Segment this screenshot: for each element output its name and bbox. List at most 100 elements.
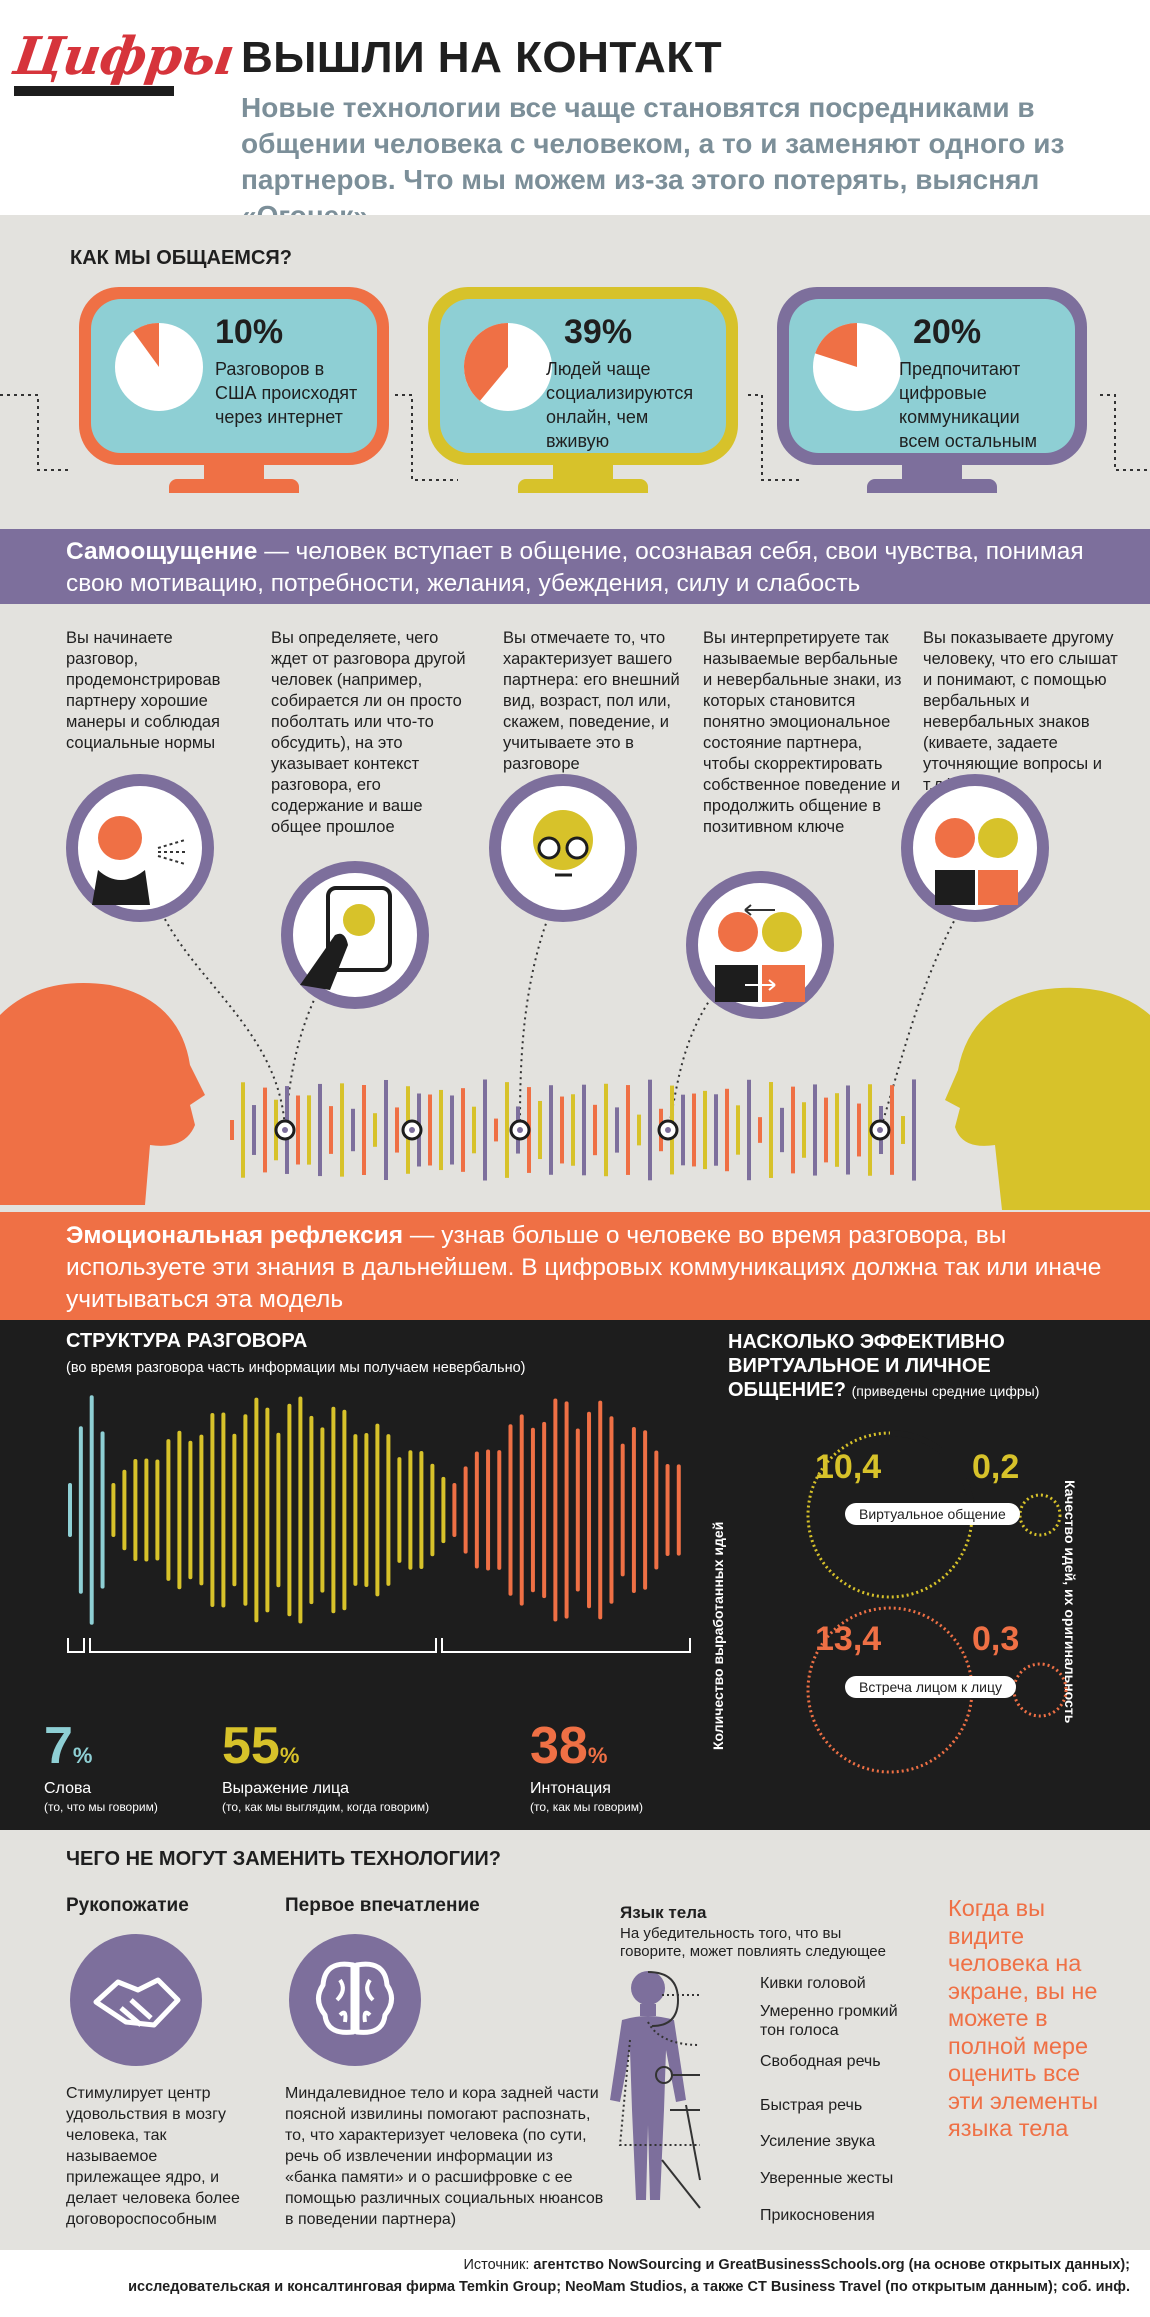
- page-title: ВЫШЛИ НА КОНТАКТ: [241, 33, 723, 82]
- self-text: Самоощущение — человек вступает в общени…: [66, 536, 1126, 600]
- structure-bar: [598, 1400, 603, 1620]
- wave-bar: [780, 1107, 784, 1153]
- structure-bar: [665, 1463, 670, 1557]
- wave-bar: [505, 1082, 509, 1178]
- quote: Когда вы видите человека на экране, вы н…: [948, 1895, 1099, 2141]
- virtual-quality: 0,2: [972, 1448, 1020, 1486]
- structure-bar: [452, 1483, 457, 1537]
- structure-bar: [497, 1450, 502, 1570]
- step-4: Вы интерпретируете так называемые вербал…: [703, 629, 902, 836]
- source-line-2: исследовательская и консалтинговая фирма…: [0, 2276, 1130, 2298]
- reflex-desc: — узнав больше о человеке во время разго…: [66, 1222, 1102, 1313]
- wave-bar: [791, 1086, 795, 1174]
- part-words-value: 7: [44, 1717, 73, 1775]
- handshake-text: Стимулирует центр удовольствия в мозгу ч…: [66, 2085, 240, 2228]
- structure-bar: [155, 1459, 160, 1561]
- wave-bar: [725, 1088, 729, 1172]
- structure-bar: [287, 1403, 292, 1617]
- wave-bar: [901, 1116, 905, 1144]
- body-sub: На убедительность того, что вы говорите,…: [620, 1925, 886, 1960]
- body-item-5: Усиление звука: [760, 2133, 876, 2150]
- part-words-label: Слова: [44, 1780, 92, 1797]
- body-title: Язык тела: [620, 1903, 707, 1922]
- wave-bar: [835, 1093, 839, 1167]
- wave-bar: [703, 1090, 707, 1170]
- tv-3-text: Предпочитают цифровые коммуникации всем …: [899, 359, 1037, 451]
- reflex-band: [0, 1212, 1150, 1320]
- structure-bar: [342, 1409, 347, 1611]
- tv-2-text: Людей чаще социализируются онлайн, чем в…: [546, 359, 694, 451]
- structure-bar: [188, 1440, 193, 1580]
- part-face-unit: %: [279, 1743, 300, 1768]
- wave-bar: [637, 1114, 641, 1146]
- part-tone-label: Интонация: [530, 1780, 611, 1797]
- structure-bar: [210, 1413, 215, 1607]
- structure-bar: [486, 1449, 491, 1571]
- body-list: Кивки головой Умеренно громкий тон голос…: [760, 1974, 930, 2224]
- part-words-note: (то, что мы говорим): [44, 1800, 158, 1814]
- brain-icon: [289, 1934, 421, 2066]
- structure-bar: [530, 1427, 535, 1593]
- wave-bar: [736, 1105, 740, 1155]
- tv-3-value: 20%: [913, 313, 982, 351]
- body-item-2: Умеренно громкий тон голоса: [760, 2003, 898, 2039]
- structure-bar: [254, 1397, 259, 1623]
- structure-bar: [575, 1428, 580, 1592]
- cannot-heading: ЧЕГО НЕ МОГУТ ЗАМЕНИТЬ ТЕХНОЛОГИИ?: [66, 1848, 501, 1870]
- wave-bar: [692, 1093, 696, 1167]
- reflex-text: Эмоциональная рефлексия — узнав больше о…: [66, 1220, 1136, 1316]
- tv-3: 20% Предпочитают цифровые коммуникации в…: [777, 287, 1111, 497]
- structure-bar: [364, 1433, 369, 1587]
- wave-bar: [329, 1106, 333, 1154]
- structure-bar: [320, 1427, 325, 1593]
- wave-bar: [351, 1108, 355, 1152]
- wave-bar: [604, 1083, 608, 1177]
- wave-bar: [318, 1083, 322, 1177]
- person-speaking-icon: [66, 774, 214, 922]
- face-ideas: 13,4: [815, 1620, 882, 1658]
- self-desc: — человек вступает в общение, осознавая …: [66, 538, 1084, 597]
- wave-bar: [857, 1103, 861, 1157]
- logo: Цифры: [10, 26, 238, 102]
- wave-bar: [340, 1083, 344, 1177]
- part-face-note: (то, как мы выглядим, когда говорим): [222, 1800, 430, 1814]
- wave-bar: [560, 1096, 564, 1164]
- wave-bar: [549, 1085, 553, 1175]
- wave-bar: [472, 1106, 476, 1154]
- wave-bar: [230, 1120, 234, 1140]
- wave-bar: [428, 1094, 432, 1166]
- structure-wave: [67, 1395, 691, 1653]
- tv-1: 10% Разговоров в США происходят через ин…: [79, 287, 413, 497]
- structure-bar: [643, 1430, 648, 1590]
- page-lead: Новые технологии все чаще становятся пос…: [241, 92, 1065, 231]
- structure-bar: [298, 1396, 303, 1624]
- wave-bar: [681, 1094, 685, 1166]
- structure-bar: [177, 1430, 182, 1590]
- face-quality: 0,3: [972, 1620, 1020, 1658]
- wave-bar: [461, 1088, 465, 1172]
- structure-bar: [331, 1406, 336, 1614]
- structure-bar: [609, 1416, 614, 1604]
- structure-bar: [221, 1412, 226, 1608]
- wave-markers: [274, 1119, 891, 1141]
- wave-bar: [384, 1079, 388, 1181]
- reflex-term: Эмоциональная рефлексия: [66, 1222, 404, 1249]
- wave-bar: [714, 1094, 718, 1166]
- header: Цифры ВЫШЛИ НА КОНТАКТ Новые технологии …: [0, 0, 1150, 231]
- structure-bar: [631, 1427, 636, 1593]
- tv-1-text: Разговоров в США происходят через интерн…: [215, 359, 358, 427]
- wave-bar: [769, 1082, 773, 1178]
- structure-bar: [408, 1450, 413, 1570]
- structure-bar: [587, 1411, 592, 1609]
- partner-face-icon: [489, 774, 637, 922]
- wave-bar: [626, 1085, 630, 1175]
- efficiency-heading: НАСКОЛЬКО ЭФФЕКТИВНО ВИРТУАЛЬНОЕ И ЛИЧНО…: [728, 1330, 1068, 1403]
- structure-bar: [232, 1433, 237, 1587]
- structure-bar: [100, 1431, 105, 1589]
- section-cannot: [0, 1830, 1150, 2250]
- structure-bar: [430, 1463, 435, 1557]
- structure-bar: [564, 1401, 569, 1619]
- wave-bar: [846, 1085, 850, 1175]
- left-axis-label: Количество выработанных идей: [710, 1521, 726, 1750]
- wave-bar: [296, 1095, 300, 1165]
